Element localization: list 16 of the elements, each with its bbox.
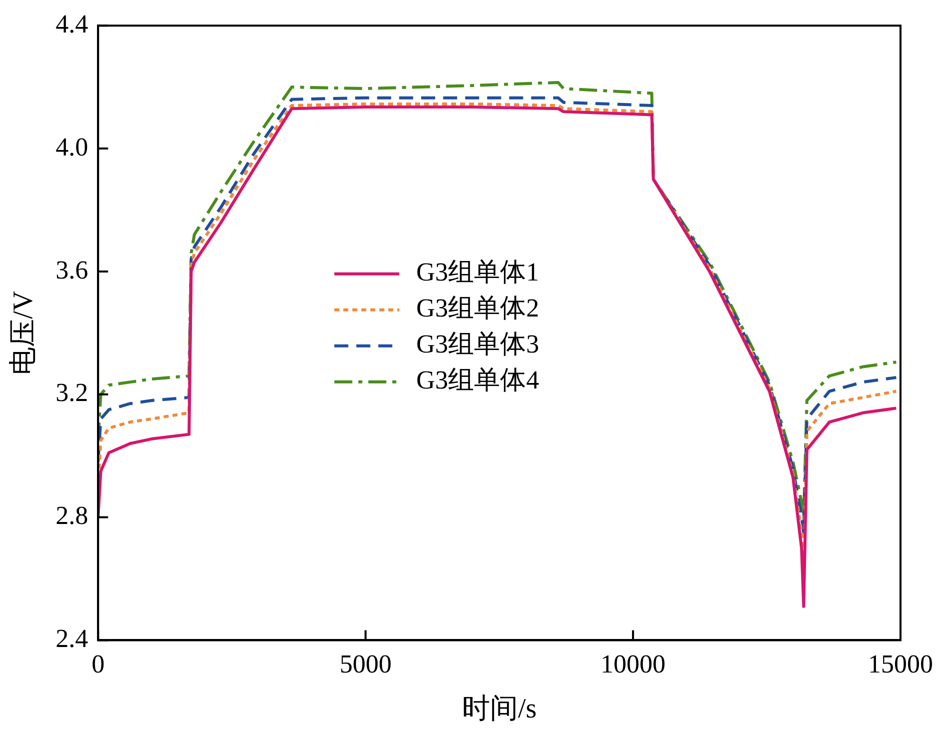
x-tick-label: 5000 <box>340 650 392 679</box>
y-tick-label: 4.0 <box>56 132 88 162</box>
y-tick-label: 4.4 <box>56 9 88 38</box>
y-tick-label: 2.4 <box>56 624 88 654</box>
y-axis-title: 电压/V <box>8 290 40 375</box>
y-tick-label: 2.8 <box>56 501 88 530</box>
x-tick-label: 0 <box>92 650 105 679</box>
x-tick-label: 10000 <box>600 650 666 679</box>
legend-label: G3组单体4 <box>416 366 540 395</box>
y-tick-label: 3.6 <box>56 255 88 284</box>
y-tick-label: 3.2 <box>56 378 88 408</box>
legend-label: G3组单体1 <box>416 258 540 287</box>
x-tick-label: 15000 <box>868 650 933 679</box>
legend-label: G3组单体3 <box>416 330 540 359</box>
legend-label: G3组单体2 <box>416 294 540 323</box>
x-axis-title: 时间/s <box>462 694 537 725</box>
